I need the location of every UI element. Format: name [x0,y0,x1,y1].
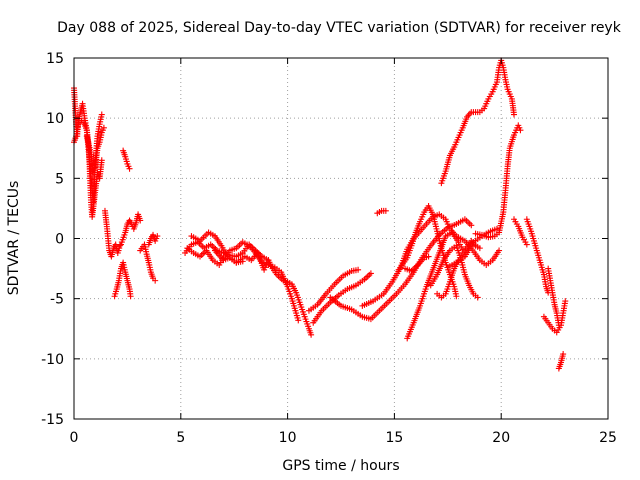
series-arc17 [359,211,503,309]
data-point [239,258,246,265]
series-arc28 [523,216,552,296]
data-point [152,277,159,284]
x-tick-label: 15 [385,430,403,446]
y-tick-label: 5 [55,171,64,187]
series-arc25 [438,57,518,187]
data-points [71,57,569,372]
data-point [126,165,133,172]
y-tick-label: -10 [41,352,64,368]
series-arc18 [374,207,389,217]
y-tick-label: -5 [50,292,64,308]
series-arc21 [404,229,466,342]
data-point [562,298,569,305]
data-point [523,241,530,248]
data-point [511,111,518,118]
data-point [367,270,374,277]
data-point [265,257,272,264]
data-point [137,217,144,224]
data-point [100,124,107,131]
y-axis-label: SDTVAR / TECUs [6,181,22,296]
data-point [496,247,503,254]
series-arc4 [101,207,123,260]
data-point [517,127,524,134]
y-tick-labels: -15 -10 -5 0 5 10 15 [41,51,64,428]
data-point [127,293,134,300]
data-point [98,157,105,164]
series-arc13 [211,247,246,266]
x-tick-label: 10 [279,430,297,446]
y-tick-label: 15 [46,51,64,67]
series-arc14 [310,270,374,326]
series-arc15 [305,266,362,314]
data-point [453,293,460,300]
series-arc7 [117,211,144,248]
x-tick-label: 5 [176,430,185,446]
axis-ticks [73,57,609,420]
y-tick-label: -15 [41,412,64,428]
x-tick-label: 25 [599,430,617,446]
series-arc3 [83,124,107,176]
y-tick-label: 0 [55,232,64,248]
data-point [425,253,432,260]
data-point [468,222,475,229]
series-arc26 [472,122,524,241]
data-point [382,207,389,214]
data-point [295,317,302,324]
series-arc9 [145,231,161,248]
x-tick-label: 0 [70,430,79,446]
data-point [308,331,315,338]
chart-title: Day 088 of 2025, Sidereal Day-to-day VTE… [57,20,622,36]
series-arc30 [540,298,569,336]
series-arc5 [120,147,133,172]
data-point [476,245,483,252]
data-point [355,266,362,273]
series-arc6 [111,259,134,300]
series-arc20 [402,253,432,274]
series-arc31 [555,351,567,372]
y-tick-label: 10 [46,111,64,127]
data-point [98,111,105,118]
x-axis-label: GPS time / hours [282,458,399,474]
data-point [474,294,481,301]
series-arc8 [137,241,159,284]
data-point [154,233,161,240]
grid [74,58,608,419]
x-tick-labels: 0 5 10 15 20 25 [70,430,617,446]
data-point [493,225,500,232]
data-point [560,351,567,358]
series-arc27 [511,216,530,248]
series-arc11 [184,239,302,324]
data-point [116,242,123,249]
x-tick-label: 20 [492,430,510,446]
series-arc29 [545,265,562,329]
